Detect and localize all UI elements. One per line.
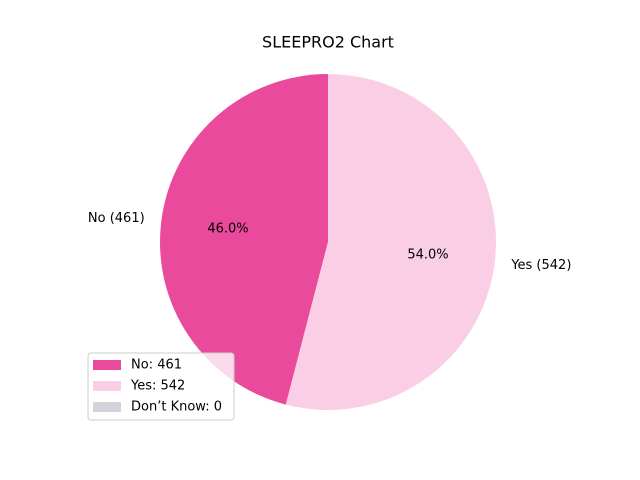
legend-swatch [93, 402, 121, 412]
legend-swatch [93, 381, 121, 391]
pie-slice [159, 74, 328, 405]
legend-box [87, 352, 235, 421]
legend-label: No: 461 [131, 358, 182, 373]
chart-title: SLEEPRO2 Chart [262, 33, 394, 52]
legend: No: 461 Yes: 542 Don’t Know: 0 [87, 352, 235, 421]
slice-label: No (461) [88, 211, 145, 226]
legend-label: Don’t Know: 0 [131, 400, 222, 415]
legend-swatch [93, 360, 121, 370]
percent-label: 46.0% [207, 222, 248, 237]
slice-label: Yes (542) [510, 258, 571, 273]
pie-slice [285, 74, 496, 410]
legend-label: Yes: 542 [130, 379, 185, 394]
percent-label: 54.0% [407, 247, 448, 262]
